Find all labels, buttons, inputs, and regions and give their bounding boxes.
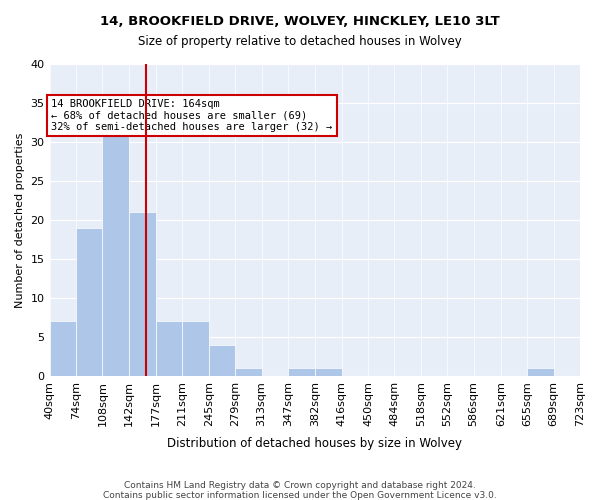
Bar xyxy=(103,126,129,376)
Text: Contains HM Land Registry data © Crown copyright and database right 2024.: Contains HM Land Registry data © Crown c… xyxy=(124,481,476,490)
X-axis label: Distribution of detached houses by size in Wolvey: Distribution of detached houses by size … xyxy=(167,437,462,450)
Bar xyxy=(76,228,103,376)
Bar xyxy=(235,368,262,376)
Bar xyxy=(527,368,554,376)
Bar xyxy=(288,368,315,376)
Bar xyxy=(156,322,182,376)
Text: Contains public sector information licensed under the Open Government Licence v3: Contains public sector information licen… xyxy=(103,491,497,500)
Text: Size of property relative to detached houses in Wolvey: Size of property relative to detached ho… xyxy=(138,35,462,48)
Bar xyxy=(182,322,209,376)
Bar xyxy=(129,212,156,376)
Y-axis label: Number of detached properties: Number of detached properties xyxy=(15,132,25,308)
Text: 14 BROOKFIELD DRIVE: 164sqm
← 68% of detached houses are smaller (69)
32% of sem: 14 BROOKFIELD DRIVE: 164sqm ← 68% of det… xyxy=(51,99,332,132)
Bar xyxy=(50,322,76,376)
Bar xyxy=(209,344,235,376)
Text: 14, BROOKFIELD DRIVE, WOLVEY, HINCKLEY, LE10 3LT: 14, BROOKFIELD DRIVE, WOLVEY, HINCKLEY, … xyxy=(100,15,500,28)
Bar xyxy=(315,368,341,376)
